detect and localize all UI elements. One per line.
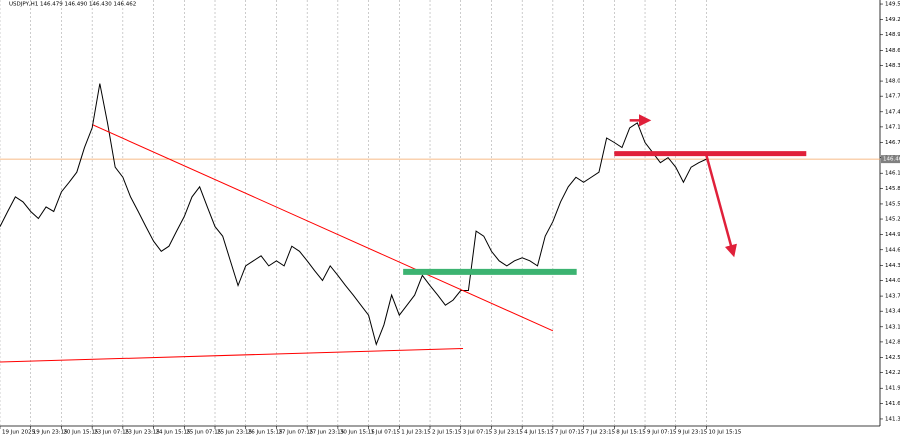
y-tick-label: 144.35 (885, 263, 900, 269)
chart-title: USDJPY,H1 146.479 146.490 146.430 146.46… (9, 2, 136, 8)
y-tick-label: 143.44 (885, 309, 900, 315)
y-tick-label: 147.71 (885, 94, 900, 100)
x-tick-label: 26 Jun 15:15 (248, 430, 283, 436)
x-tick-label: 7 Jul 23:15 (586, 430, 616, 436)
y-tick-label: 148.32 (885, 63, 900, 69)
x-tick-label: 20 Jun 15:15 (63, 430, 98, 436)
y-tick-label: 145.88 (885, 186, 900, 192)
y-tick-label: 142.22 (885, 370, 900, 376)
y-tick-label: 149.54 (885, 2, 900, 8)
x-tick-label: 19 Jun 2025 (2, 430, 36, 436)
x-tick-label: 27 Jun 23:15 (309, 430, 344, 436)
y-tick-label: 147.40 (885, 109, 900, 115)
x-tick-label: 4 Jul 15:15 (524, 430, 554, 436)
current-price-label: 146.46 (883, 157, 900, 163)
x-tick-label: 8 Jul 15:15 (616, 430, 646, 436)
x-tick-label: 7 Jul 07:15 (555, 430, 585, 436)
trendline (92, 124, 554, 332)
y-tick-label: 145.27 (885, 217, 900, 223)
y-tick-label: 143.13 (885, 324, 900, 330)
y-tick-label: 144.05 (885, 278, 900, 284)
y-tick-label: 141.61 (885, 401, 900, 407)
x-tick-label: 1 Jul 07:15 (371, 430, 401, 436)
x-tick-label: 2 Jul 15:15 (432, 430, 462, 436)
x-tick-label: 25 Jun 23:15 (217, 430, 252, 436)
y-tick-label: 142.52 (885, 355, 900, 361)
y-tick-label: 146.79 (885, 140, 900, 146)
x-tick-label: 3 Jul 23:15 (493, 430, 523, 436)
price-line (0, 83, 707, 347)
y-tick-label: 144.66 (885, 247, 900, 253)
y-tick-label: 146.18 (885, 171, 900, 177)
y-tick-label: 142.83 (885, 339, 900, 345)
x-tick-label: 24 Jun 15:15 (156, 430, 191, 436)
x-tick-label: 25 Jun 07:15 (186, 430, 221, 436)
trendline (0, 347, 464, 363)
y-tick-label: 141.91 (885, 386, 900, 392)
y-tick-label: 143.74 (885, 294, 900, 300)
y-tick-label: 149.23 (885, 17, 900, 23)
x-tick-label: 10 Jul 15:15 (708, 430, 741, 436)
y-tick-label: 144.96 (885, 232, 900, 238)
x-tick-label: 23 Jun 23:15 (125, 430, 160, 436)
x-tick-label: 30 Jun 15:15 (340, 430, 375, 436)
y-tick-label: 148.01 (885, 79, 900, 85)
arrow (705, 155, 737, 258)
x-tick-label: 9 Jul 23:15 (678, 430, 708, 436)
y-tick-label: 148.62 (885, 48, 900, 54)
y-tick-label: 148.93 (885, 32, 900, 38)
y-tick-label: 145.57 (885, 201, 900, 207)
x-tick-label: 3 Jul 07:15 (463, 430, 493, 436)
x-tick-label: 19 Jun 23:15 (33, 430, 68, 436)
current-price-box (881, 155, 900, 164)
x-tick-label: 1 Jul 23:15 (401, 430, 431, 436)
x-tick-label: 23 Jun 07:15 (94, 430, 129, 436)
y-tick-label: 147.10 (885, 124, 900, 130)
x-tick-label: 27 Jun 07:15 (278, 430, 313, 436)
y-tick-label: 141.30 (885, 416, 900, 422)
x-tick-label: 9 Jul 07:15 (647, 430, 677, 436)
